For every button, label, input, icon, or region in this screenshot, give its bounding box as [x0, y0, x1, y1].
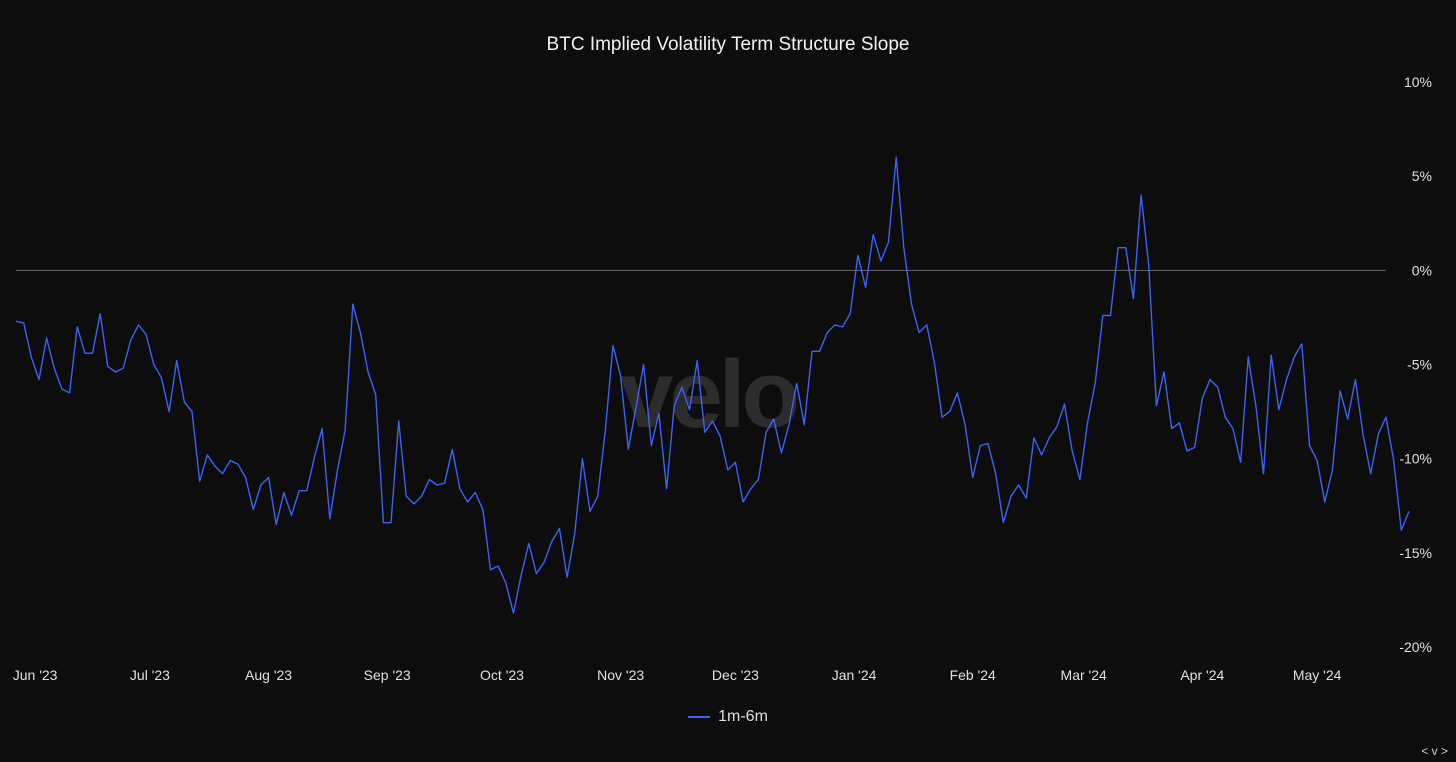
x-tick-label: Jun '23	[13, 667, 58, 683]
y-tick-label: 5%	[1412, 168, 1432, 184]
navigation-arrows[interactable]: < v >	[1421, 744, 1448, 758]
y-tick-label: 10%	[1404, 74, 1432, 90]
x-tick-label: Oct '23	[480, 667, 524, 683]
x-tick-label: Feb '24	[950, 667, 996, 683]
series-line-1m-6m[interactable]	[15, 156, 1410, 614]
x-tick-label: Apr '24	[1180, 667, 1224, 683]
x-tick-label: May '24	[1293, 667, 1342, 683]
chart-title: BTC Implied Volatility Term Structure Sl…	[546, 34, 910, 55]
y-tick-label: -15%	[1399, 545, 1432, 561]
series-line-layer	[15, 156, 1410, 614]
y-axis: 10% 5% 0% -5% -10% -15% -20%	[1399, 74, 1432, 655]
x-axis: Jun '23 Jul '23 Aug '23 Sep '23 Oct '23 Nov '…	[13, 667, 1342, 683]
y-tick-label: 0%	[1412, 262, 1432, 278]
legend[interactable]: 1m-6m	[0, 708, 1456, 726]
x-tick-label: Sep '23	[364, 667, 411, 683]
x-tick-label: Mar '24	[1061, 667, 1107, 683]
x-tick-label: Dec '23	[712, 667, 759, 683]
y-tick-label: -5%	[1407, 357, 1432, 373]
x-tick-label: Jul '23	[130, 667, 170, 683]
legend-swatch-1m-6m	[688, 716, 711, 718]
x-tick-label: Nov '23	[597, 667, 644, 683]
legend-label-1m-6m[interactable]: 1m-6m	[718, 708, 768, 725]
x-tick-label: Aug '23	[245, 667, 292, 683]
y-tick-label: -10%	[1399, 451, 1432, 467]
y-tick-label: -20%	[1399, 639, 1432, 655]
x-tick-label: Jan '24	[832, 667, 877, 683]
